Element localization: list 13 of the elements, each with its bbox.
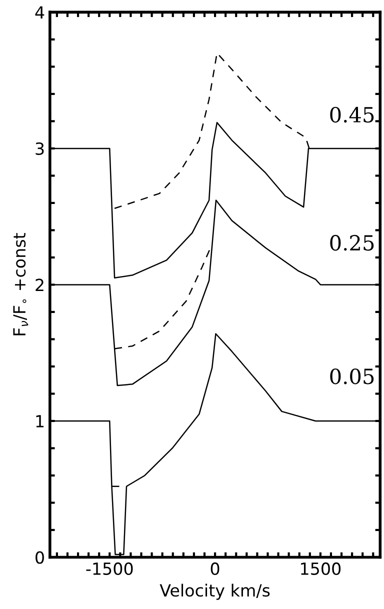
x-tick-label: 1500	[301, 562, 341, 575]
x-axis-title: Velocity km/s	[160, 584, 270, 600]
y-axis-title: F$_{ν}$/F$_{∘}$ +const	[13, 233, 28, 336]
x-tick-label: 0	[210, 562, 220, 575]
y-tick-label: 2	[36, 278, 44, 292]
y-tick-label: 3	[36, 142, 44, 156]
x-tick-label: -1500	[86, 562, 133, 575]
y-tick-label: 0	[36, 551, 44, 564]
annotation: 0.45	[330, 106, 374, 123]
annotation: 0.25	[330, 234, 374, 251]
annotation: 0.05	[330, 368, 374, 384]
y-tick-label: 4	[35, 6, 44, 19]
y-tick-label: 1	[36, 415, 44, 428]
